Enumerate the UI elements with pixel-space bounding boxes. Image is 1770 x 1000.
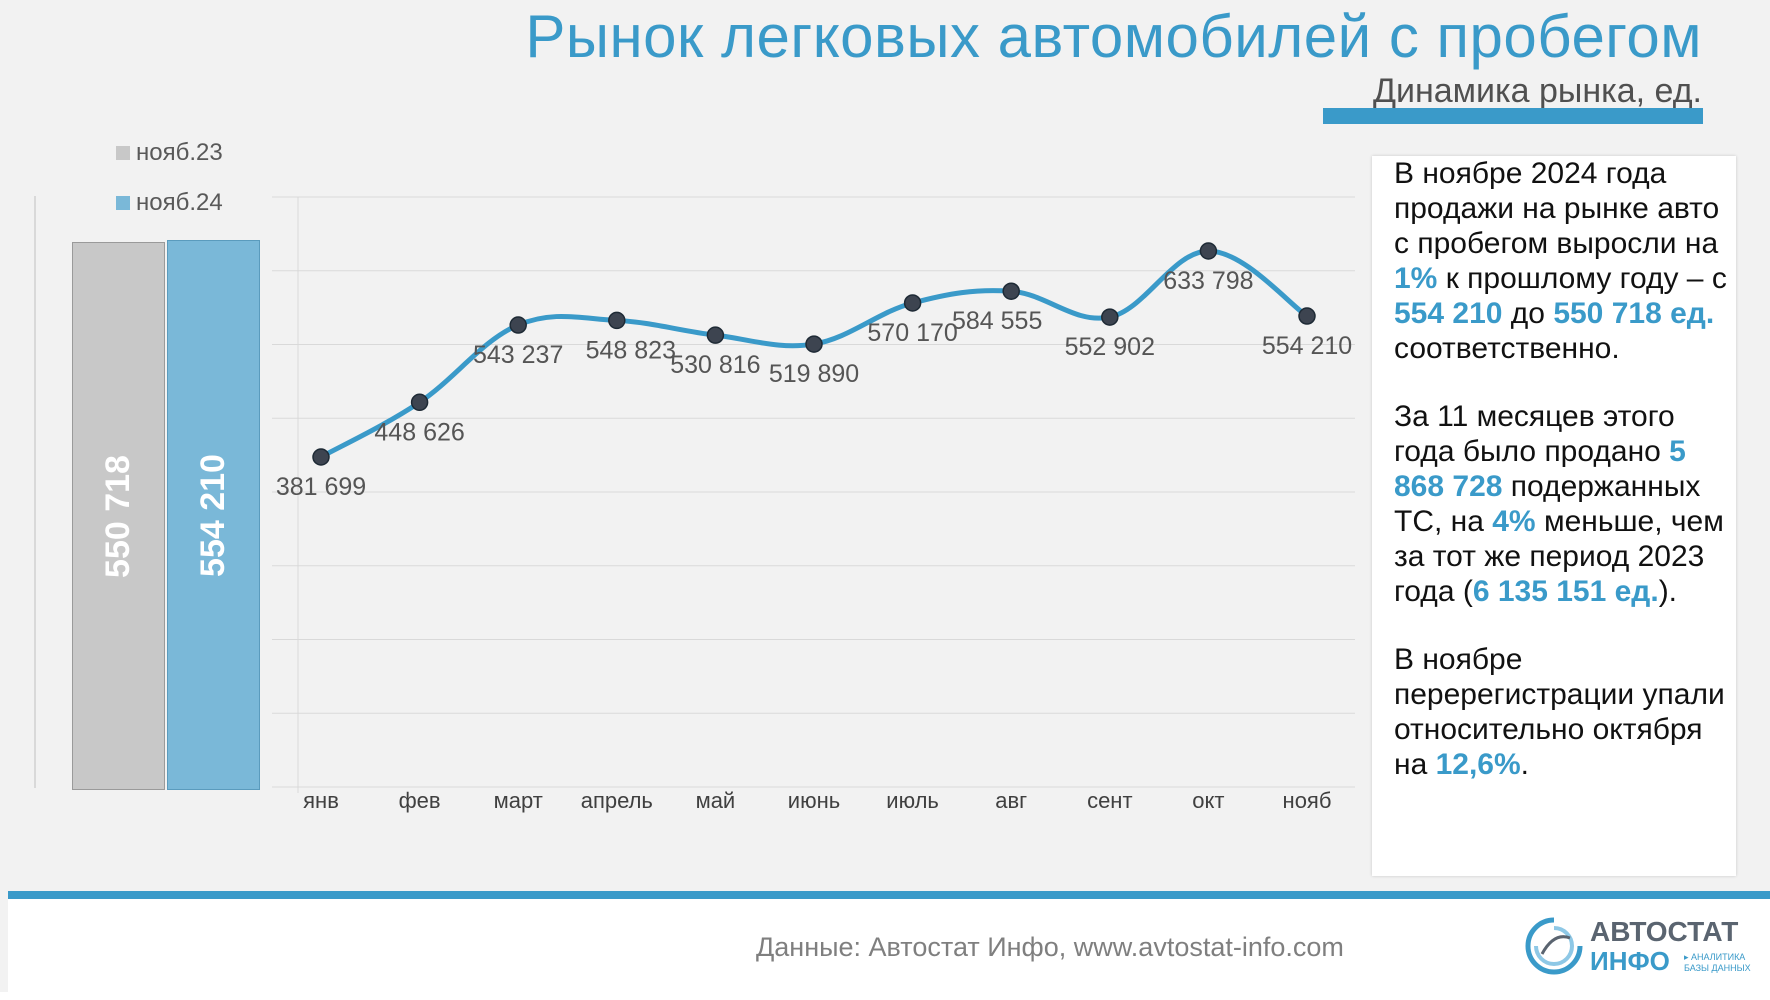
- x-tick-label-1: янв: [303, 788, 339, 813]
- commentary-box: В ноябре 2024 года продажи на рынке авто…: [1372, 156, 1736, 876]
- x-tick-label-2: фев: [399, 788, 441, 813]
- data-label-10: 633 798: [1163, 267, 1253, 295]
- commentary-paragraph-3: В ноябре перерегистрации упали относител…: [1394, 643, 1725, 781]
- commentary-paragraph-1: В ноябре 2024 года продажи на рынке авто…: [1394, 157, 1727, 365]
- series-line: [318, 248, 1310, 460]
- data-label-11: 554 210: [1262, 332, 1352, 360]
- data-point-10: [1199, 242, 1218, 260]
- legend-label-2024: нояб.24: [136, 189, 223, 216]
- data-label-3: 543 237: [473, 341, 563, 369]
- legend-label-2023: нояб.23: [136, 139, 223, 166]
- data-label-7: 570 170: [867, 319, 957, 347]
- legend-swatch-2024: [116, 196, 130, 210]
- logo-swirl-icon: [1525, 917, 1583, 975]
- data-point-3: [509, 316, 527, 334]
- legend-item-2023: нояб.23: [116, 128, 223, 178]
- data-source: Данные: Автостат Инфо, www.avtostat-info…: [756, 932, 1344, 962]
- data-label-5: 530 816: [670, 351, 760, 379]
- data-label-6: 519 890: [769, 360, 859, 388]
- data-label-2: 448 626: [374, 418, 464, 446]
- logo-tagline: ▸ АНАЛИТИКА БАЗЫ ДАННЫХ: [1684, 952, 1751, 973]
- bar-nov-2024: 554 210: [167, 240, 260, 790]
- x-tick-label-3: март: [494, 788, 543, 813]
- data-point-7: [903, 294, 922, 312]
- avtostat-logo: АВТОСТАТ ИНФО ▸ АНАЛИТИКА БАЗЫ ДАННЫХ: [1522, 912, 1751, 982]
- data-point-4: [608, 311, 626, 330]
- line-chart: 381 699 янв 448 626 фев 543 237 март 548 823 ап…: [272, 196, 1355, 813]
- page-subtitle: Динамика рынка, ед.: [1372, 72, 1702, 110]
- data-point-2: [410, 393, 429, 412]
- bar-nov-2023: 550 718: [72, 242, 165, 790]
- x-tick-label-10: окт: [1192, 788, 1224, 813]
- x-tick-label-7: июль: [886, 788, 939, 813]
- data-point-6: [805, 335, 823, 353]
- data-point-8: [1002, 282, 1020, 300]
- page-title: Рынок легковых автомобилей с пробегом: [525, 3, 1702, 70]
- data-point-5: [706, 326, 725, 344]
- x-tick-label-4: апрель: [581, 788, 653, 813]
- logo-text-bottom: ИНФО: [1590, 946, 1670, 976]
- data-label-1: 381 699: [276, 473, 366, 501]
- x-tick-label-5: май: [696, 788, 736, 813]
- data-point-1: [312, 448, 330, 466]
- x-tick-label-11: нояб: [1283, 788, 1332, 813]
- x-tick-label-9: сент: [1087, 788, 1132, 813]
- legend-swatch-2023: [116, 146, 130, 160]
- footer-band: [8, 891, 1770, 1000]
- legend: нояб.23 нояб.24: [116, 128, 223, 228]
- subtitle-underline: [1323, 108, 1703, 124]
- legend-item-2024: нояб.24: [116, 178, 223, 228]
- data-label-4: 548 823: [586, 336, 676, 364]
- data-label-8: 584 555: [952, 307, 1042, 335]
- commentary-paragraph-2: За 11 месяцев этого года было продано 5 …: [1394, 400, 1724, 608]
- bar-chart-axis: [34, 196, 36, 788]
- data-label-9: 552 902: [1065, 333, 1155, 361]
- data-point-9: [1101, 308, 1119, 326]
- data-point-11: [1298, 307, 1316, 325]
- x-tick-label-6: июнь: [788, 788, 840, 813]
- x-tick-label-8: авг: [995, 788, 1027, 813]
- logo-text-top: АВТОСТАТ: [1590, 916, 1739, 947]
